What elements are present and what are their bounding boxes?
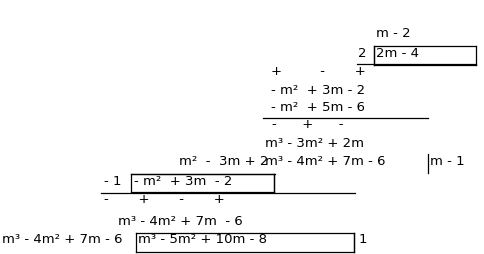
Text: - m²  + 5m - 6: - m² + 5m - 6 xyxy=(271,101,365,114)
Text: - m²  + 3m - 2: - m² + 3m - 2 xyxy=(271,84,365,97)
Text: m - 1: m - 1 xyxy=(430,154,465,167)
Text: m³ - 4m² + 7m  - 6: m³ - 4m² + 7m - 6 xyxy=(118,214,243,227)
Text: 2: 2 xyxy=(358,47,366,60)
Text: m³ - 4m² + 7m - 6: m³ - 4m² + 7m - 6 xyxy=(2,232,122,245)
Text: m³ - 5m² + 10m - 8: m³ - 5m² + 10m - 8 xyxy=(138,232,267,245)
Text: m³ - 4m² + 7m - 6: m³ - 4m² + 7m - 6 xyxy=(265,154,385,167)
Text: - 1: - 1 xyxy=(104,174,121,187)
Text: 1: 1 xyxy=(359,232,367,245)
Text: m³ - 3m² + 2m: m³ - 3m² + 2m xyxy=(265,136,364,149)
Text: 2m - 4: 2m - 4 xyxy=(376,47,419,60)
Text: -       +       -       +: - + - + xyxy=(104,192,225,205)
Text: m - 2: m - 2 xyxy=(376,27,410,40)
Text: -      +      -: - + - xyxy=(272,118,344,131)
Text: +         -       +: + - + xyxy=(271,65,366,78)
Text: m²  -  3m + 2: m² - 3m + 2 xyxy=(179,154,268,167)
Text: - m²  + 3m  - 2: - m² + 3m - 2 xyxy=(134,174,232,187)
